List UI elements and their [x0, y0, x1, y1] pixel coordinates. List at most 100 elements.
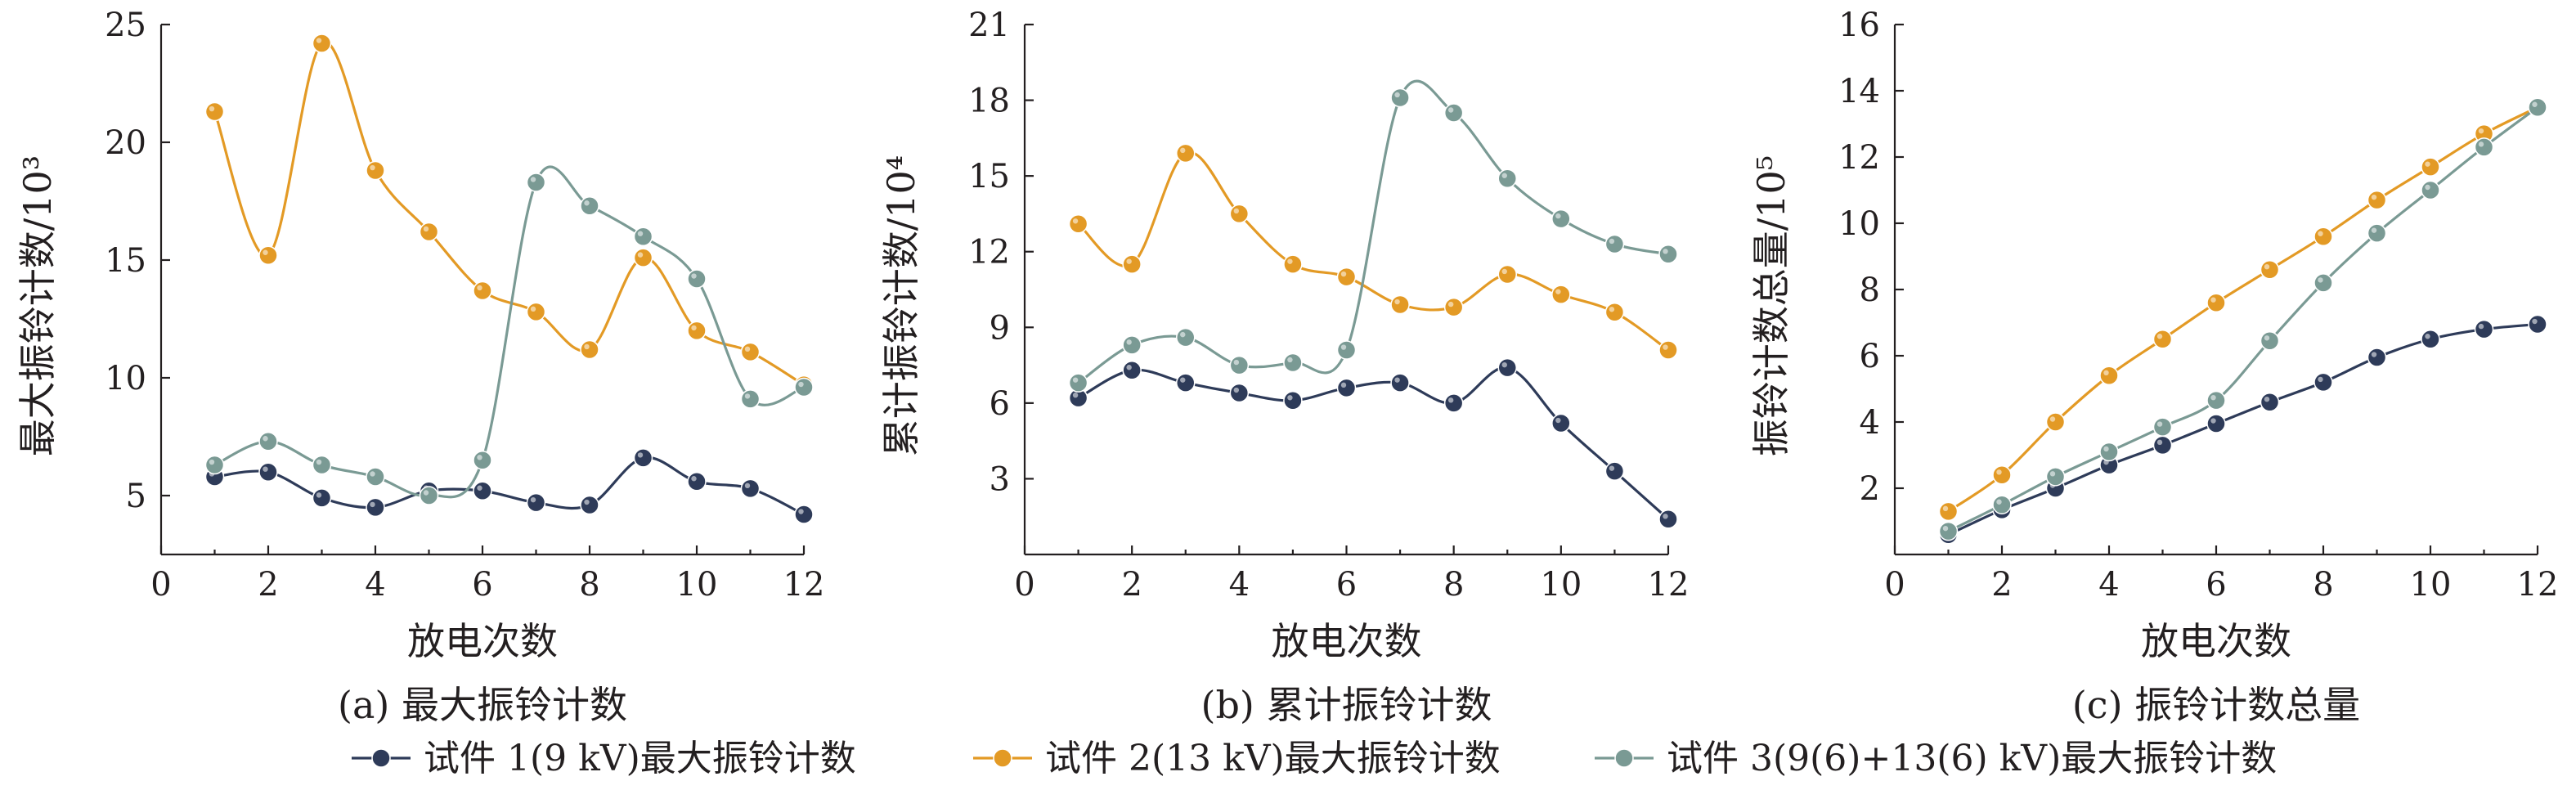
data-point-highlight [2318, 376, 2323, 383]
data-point [419, 486, 439, 505]
data-point-highlight [1287, 357, 1293, 363]
data-point [1176, 373, 1196, 393]
data-point-highlight [2532, 318, 2538, 325]
data-point [1283, 254, 1303, 274]
data-point [1938, 501, 1959, 522]
data-point [687, 321, 707, 341]
data-point-highlight [2371, 352, 2377, 357]
data-point [419, 222, 439, 242]
data-point [2421, 157, 2440, 177]
data-point-highlight [1287, 395, 1293, 401]
series-line [1947, 322, 2538, 536]
data-point [2260, 392, 2280, 412]
data-point-highlight [637, 252, 644, 258]
data-point-highlight [1663, 514, 1668, 519]
data-point [366, 497, 385, 518]
legend-label: 试件 1(9 kV)最大振铃计数 [424, 738, 856, 779]
data-point [1551, 413, 1571, 433]
data-point-highlight [1072, 392, 1079, 398]
data-point [2367, 223, 2387, 243]
x-tick-label: 12 [783, 566, 825, 604]
data-point [2474, 137, 2494, 157]
legend-item-1: 试件 1(9 kV)最大振铃计数 [352, 738, 856, 779]
x-tick-label: 4 [2098, 566, 2119, 604]
x-tick-label: 0 [1014, 566, 1034, 604]
data-point [1658, 245, 1678, 264]
data-point [1551, 209, 1571, 229]
data-point [1497, 168, 1517, 188]
data-point-highlight [263, 436, 268, 442]
data-point [2313, 273, 2333, 293]
data-point-highlight [1394, 377, 1400, 383]
data-point [473, 451, 492, 470]
y-tick-label: 9 [990, 309, 1010, 347]
data-point-highlight [1501, 361, 1507, 368]
data-point [633, 248, 653, 267]
y-tick-label: 18 [968, 83, 1010, 120]
x-axis-title: 放电次数 [1272, 619, 1422, 663]
data-point [526, 173, 546, 192]
data-point [1497, 357, 1517, 378]
data-point [1604, 461, 1625, 481]
data-point-highlight [2425, 334, 2430, 339]
legend-label: 试件 3(9(6)+13(6) kV)最大振铃计数 [1667, 738, 2277, 779]
series-line [1947, 105, 2538, 533]
x-axis-title: 放电次数 [407, 619, 558, 663]
data-point [794, 505, 814, 524]
data-point-highlight [2156, 421, 2163, 427]
y-axis-title: 最大振铃计数/10³ [16, 155, 60, 456]
data-point-highlight [798, 381, 804, 388]
data-point [1176, 327, 1196, 348]
data-point-highlight [2478, 323, 2484, 330]
data-point-highlight [2425, 184, 2430, 191]
data-point-highlight [2425, 161, 2430, 167]
x-tick-label: 10 [1540, 566, 1582, 604]
data-point-highlight [584, 200, 590, 206]
x-tick-label: 12 [2517, 566, 2559, 604]
series-1 [1938, 314, 2547, 545]
data-point [1497, 264, 1517, 285]
data-point [2313, 227, 2333, 246]
data-point [740, 478, 761, 499]
data-point [1176, 143, 1196, 164]
legend-item-2: 试件 2(13 kV)最大振铃计数 [973, 738, 1501, 779]
data-point-highlight [2371, 227, 2377, 233]
y-tick-label: 6 [1860, 338, 1880, 375]
x-axis-title: 放电次数 [2141, 619, 2291, 663]
data-point [2528, 314, 2547, 334]
data-point [2474, 319, 2494, 339]
data-point-highlight [530, 177, 536, 182]
data-point-highlight [477, 485, 482, 491]
panel-caption: (b) 累计振铃计数 [1201, 683, 1492, 727]
data-point-highlight [584, 499, 590, 505]
data-point-highlight [1609, 307, 1615, 312]
panel-caption: (a) 最大振铃计数 [338, 683, 627, 727]
data-point-highlight [477, 285, 482, 291]
data-point [687, 269, 707, 289]
data-point-highlight [2049, 416, 2056, 422]
series-2 [1068, 143, 1678, 360]
data-point-highlight [2103, 446, 2109, 452]
data-point [2206, 414, 2226, 433]
data-point [2099, 442, 2119, 462]
data-point [1336, 378, 1357, 398]
data-point-highlight [2478, 128, 2484, 134]
x-tick-label: 10 [2410, 566, 2452, 604]
data-point [258, 245, 278, 265]
data-point [2367, 348, 2387, 367]
data-point-highlight [1663, 344, 1668, 350]
data-point-highlight [2264, 397, 2270, 402]
x-tick-label: 4 [365, 566, 385, 604]
data-point [740, 342, 761, 362]
x-tick-label: 2 [1991, 566, 2012, 604]
data-point-highlight [798, 509, 804, 514]
data-point [1443, 103, 1464, 123]
data-point [1336, 340, 1357, 360]
data-point [366, 467, 385, 487]
data-point-highlight [1180, 377, 1186, 383]
x-tick-label: 6 [472, 566, 492, 604]
data-point [1068, 214, 1088, 234]
y-tick-label: 25 [105, 7, 146, 44]
data-point [1229, 355, 1250, 375]
data-point-highlight [1340, 271, 1347, 277]
